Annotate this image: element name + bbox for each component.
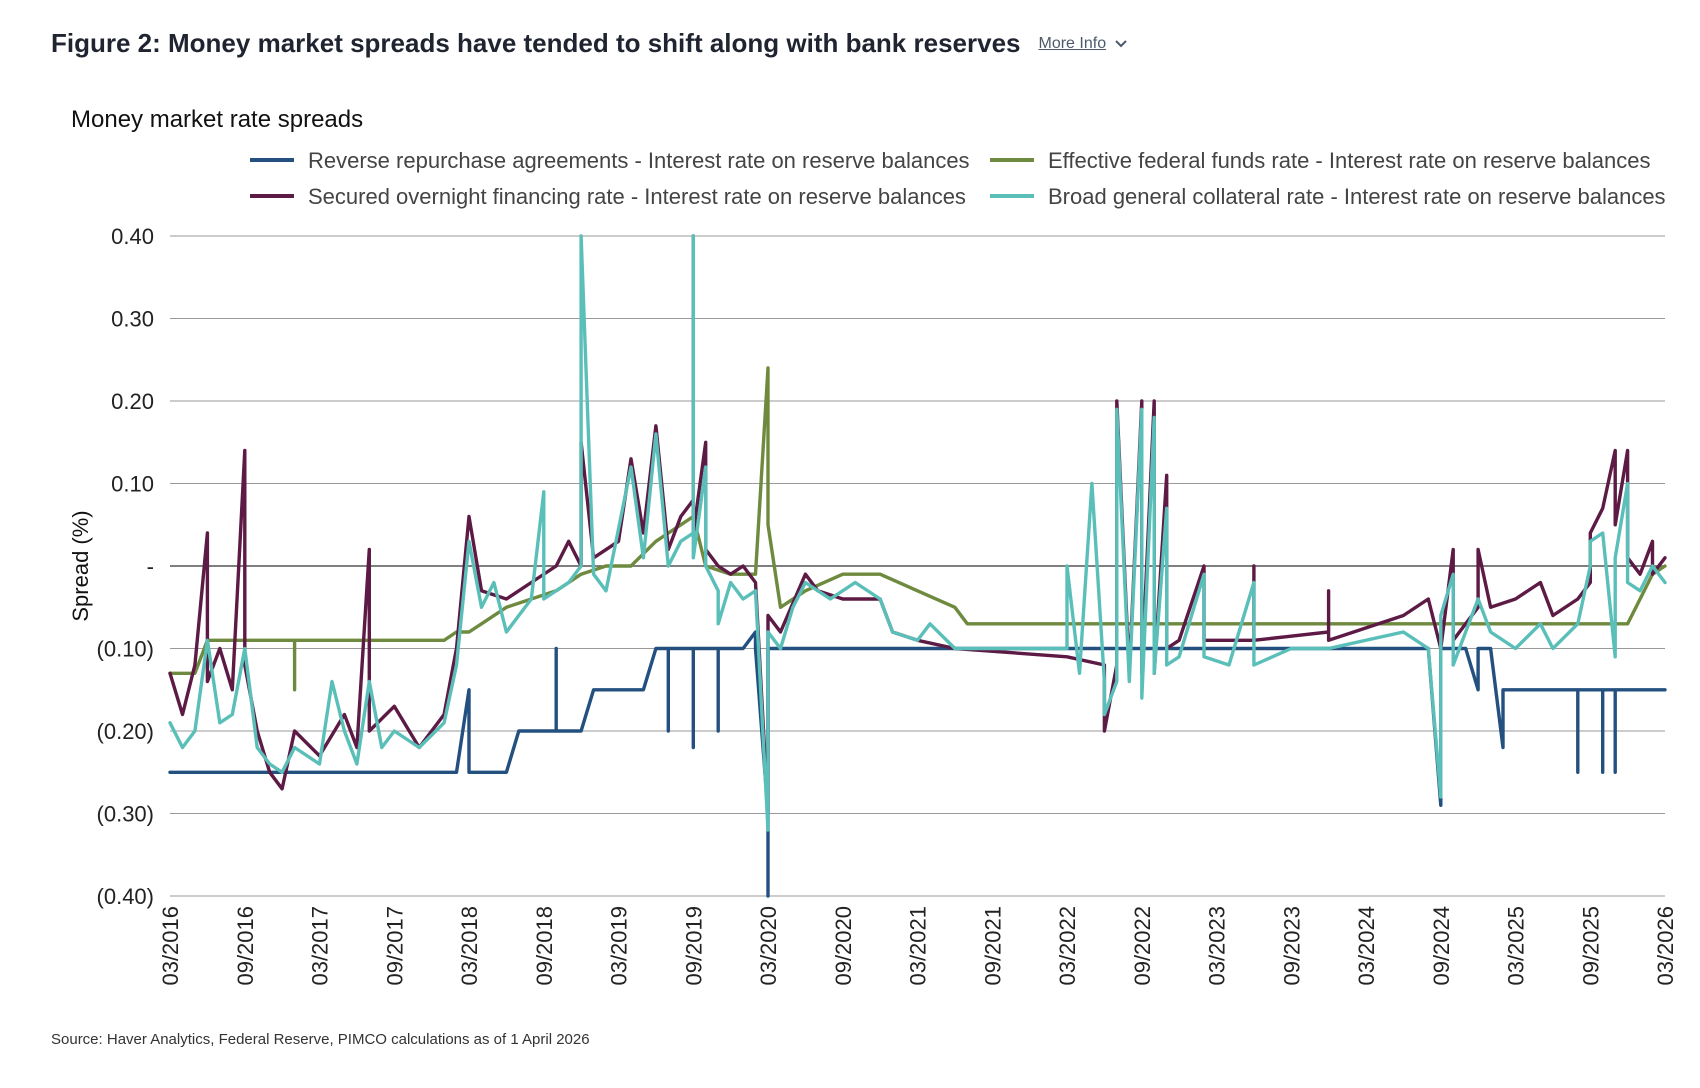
legend-label: Effective federal funds rate - Interest … [1048,148,1650,173]
x-tick-label: 03/2018 [457,906,482,986]
money-market-spreads-chart: Money market rate spreads Reverse repurc… [68,106,1678,986]
source-note: Source: Haver Analytics, Federal Reserve… [51,1031,590,1048]
y-tick-label: 0.40 [111,224,154,249]
y-tick-label: (0.30) [97,802,154,827]
chart-legend: Reverse repurchase agreements - Interest… [250,148,1666,209]
y-axis-label: Spread (%) [68,510,93,621]
x-tick-label: 03/2016 [158,906,183,986]
chevron-down-icon[interactable] [1114,39,1128,49]
legend-label: Secured overnight financing rate - Inter… [308,184,966,209]
y-tick-label: 0.10 [111,472,154,497]
chart-title: Money market rate spreads [71,106,363,133]
x-tick-label: 09/2025 [1578,906,1603,986]
y-axis-ticks: 0.40 0.30 0.20 0.10 - (0.10) (0.20) (0.30) (0.40… [97,224,154,909]
legend-label: Reverse repurchase agreements - Interest… [308,148,970,173]
x-tick-label: 03/2023 [1205,906,1230,986]
x-tick-label: 09/2022 [1130,906,1155,986]
x-tick-label: 03/2025 [1504,906,1529,986]
x-tick-label: 03/2022 [1055,906,1080,986]
x-axis-ticks: 03/2016 09/2016 03/2017 09/2017 03/2018 09/20… [158,906,1678,986]
series-line-4 [168,234,1667,832]
x-tick-label: 03/2017 [308,906,333,986]
x-tick-label: 09/2023 [1279,906,1304,986]
y-tick-label: - [147,554,154,579]
x-tick-label: 03/2026 [1653,906,1678,986]
y-tick-label: 0.30 [111,307,154,332]
y-tick-label: (0.20) [97,719,154,744]
figure-title: Figure 2: Money market spreads have tend… [51,28,1021,58]
x-tick-label: 03/2020 [756,906,781,986]
y-tick-label: 0.20 [111,389,154,414]
x-tick-label: 09/2021 [980,906,1005,986]
y-tick-label: (0.40) [97,884,154,909]
figure-header: Figure 2: Money market spreads have tend… [51,28,1128,59]
x-tick-label: 09/2018 [532,906,557,986]
series-line-3 [168,234,1667,816]
more-info-label[interactable]: More Info [1038,34,1107,52]
x-tick-label: 09/2024 [1429,906,1454,986]
y-tick-label: (0.10) [97,637,154,662]
series-line-1 [168,630,1667,898]
chart-series [168,234,1667,898]
x-tick-label: 09/2016 [233,906,258,986]
x-tick-label: 09/2017 [382,906,407,986]
x-tick-label: 03/2019 [607,906,632,986]
x-tick-label: 09/2019 [681,906,706,986]
x-tick-label: 03/2024 [1354,906,1379,986]
x-tick-label: 03/2021 [906,906,931,986]
x-tick-label: 09/2020 [831,906,856,986]
more-info-toggle[interactable]: More Info [1039,35,1129,53]
legend-label: Broad general collateral rate - Interest… [1048,184,1666,209]
